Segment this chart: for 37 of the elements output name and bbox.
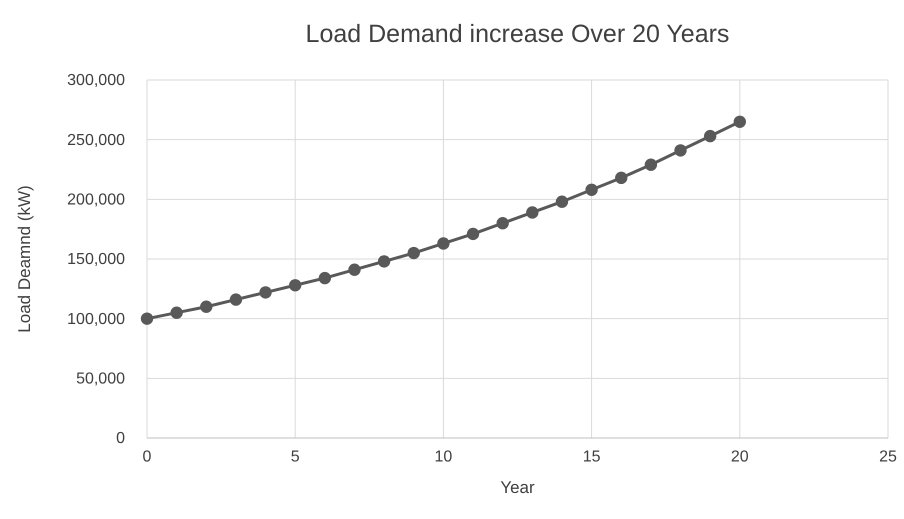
x-tick-label: 0	[142, 448, 152, 466]
y-tick-label: 200,000	[67, 191, 126, 208]
point	[318, 272, 332, 284]
point	[230, 293, 242, 306]
y-tick-label: 100,000	[67, 310, 126, 328]
x-tick-label: 20	[730, 448, 749, 466]
point	[140, 312, 154, 325]
x-tick-label: 15	[582, 448, 601, 466]
point	[674, 144, 687, 157]
chart-title: Load Demand increase Over 20 Years	[306, 20, 730, 48]
point	[496, 217, 509, 230]
x-tick-label: 10	[434, 448, 452, 466]
point	[170, 306, 183, 319]
y-tick-label: 150,000	[67, 251, 126, 268]
point	[437, 237, 450, 250]
point	[408, 246, 420, 260]
point	[585, 184, 598, 196]
y-tick-label: 250,000	[67, 132, 126, 149]
x-tick-label: 5	[290, 448, 300, 466]
point	[704, 130, 716, 142]
point	[526, 206, 538, 219]
point	[615, 172, 628, 184]
point	[644, 158, 658, 171]
y-tick-label: 50,000	[76, 370, 126, 388]
point	[378, 255, 390, 268]
point	[289, 279, 302, 292]
y-axis-title: Load Deamnd (kW)	[15, 185, 34, 333]
point	[734, 116, 746, 128]
point	[466, 228, 480, 240]
point	[348, 264, 361, 276]
point	[259, 286, 272, 299]
x-axis-title: Year	[500, 478, 536, 497]
y-tick-label: 300,000	[67, 72, 126, 90]
y-tick-label: 0	[116, 430, 126, 448]
point	[200, 300, 212, 313]
x-tick-label: 25	[879, 448, 897, 466]
point	[556, 196, 568, 208]
